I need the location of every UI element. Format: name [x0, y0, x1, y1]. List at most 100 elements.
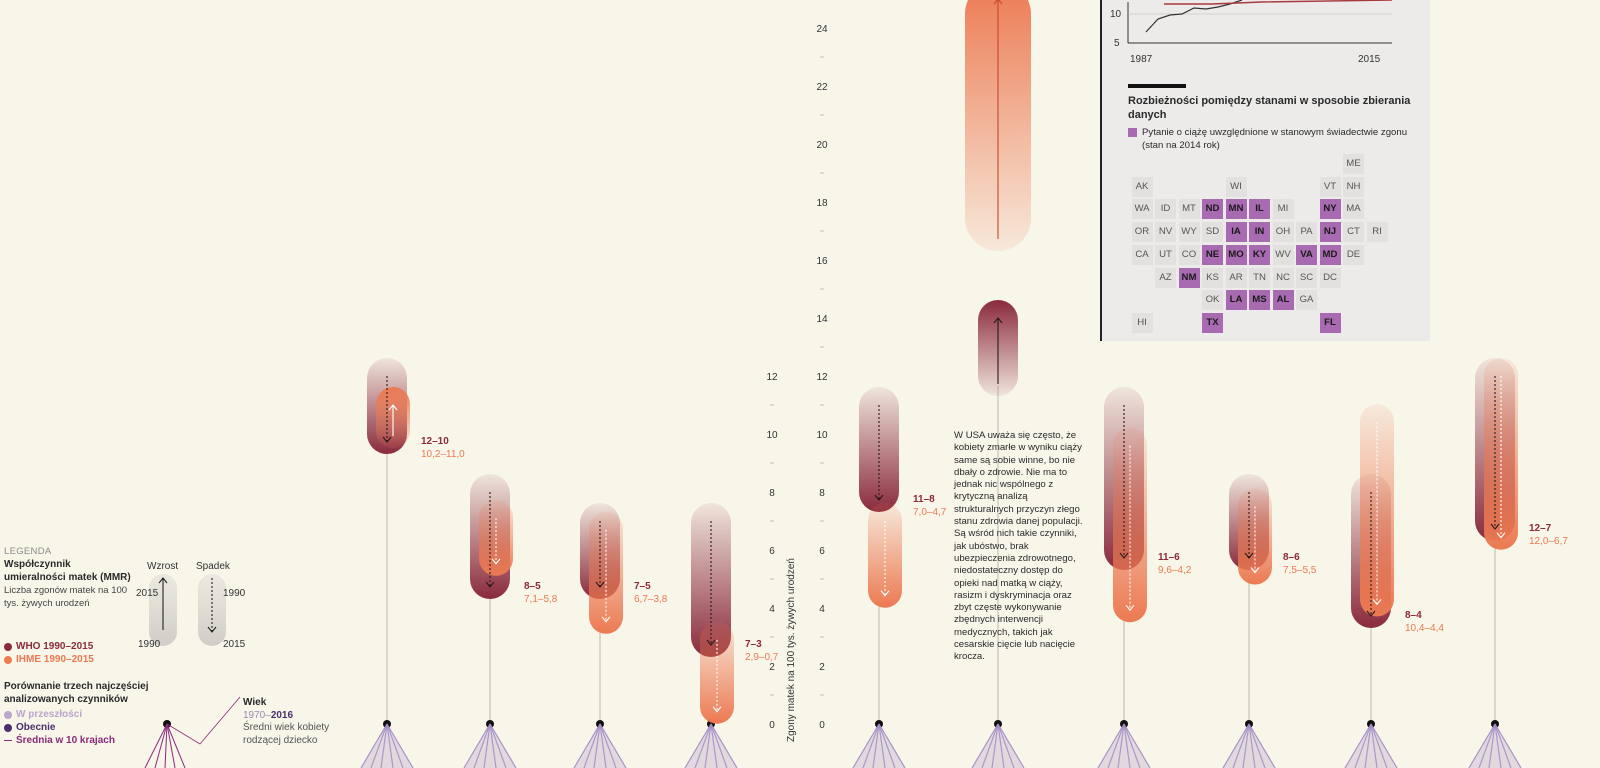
fan-line	[360, 723, 388, 768]
fan-line	[1494, 723, 1522, 768]
age-desc: Średni wiek kobiety rodzącej dziecko	[243, 722, 330, 746]
age-note: Wiek 1970–2016 Średni wiek kobiety rodzą…	[243, 697, 333, 747]
y-tick-small: 8	[769, 488, 775, 499]
state-tile-ms: MS	[1249, 290, 1270, 311]
state-tile-sd: SD	[1202, 222, 1223, 243]
arrow-head	[880, 590, 890, 597]
comparison-past: W przeszłości	[4, 708, 174, 721]
y-tick-large: 8	[819, 488, 825, 499]
arrow-head	[993, 317, 1003, 324]
fan-area	[685, 724, 737, 768]
y-tick-small: 6	[769, 546, 775, 557]
factor-fan	[1468, 723, 1522, 768]
arrow-head	[382, 436, 392, 443]
ihme-value-label: 7,1–5,8	[524, 594, 558, 605]
who-value-label: 7–5	[634, 581, 651, 592]
y-tick-small: 10	[766, 430, 778, 441]
state-tile-ga: GA	[1296, 290, 1317, 311]
y-tick-large: 0	[819, 720, 825, 731]
state-tile-nm: NM	[1178, 267, 1200, 288]
legend-up-bottom-year: 1990	[138, 639, 161, 650]
y-tick-large: 20	[816, 140, 828, 151]
fan-line	[997, 723, 1015, 768]
fan-line	[862, 723, 880, 768]
inset-title: Rozbieżności pomiędzy stanami w sposobie…	[1128, 95, 1411, 121]
fan-line	[489, 723, 497, 768]
fan-line	[997, 723, 1005, 768]
state-tile-nh: NH	[1343, 176, 1364, 197]
legend-fan-line	[164, 723, 168, 768]
fan-line	[704, 723, 712, 768]
fan-line	[1123, 723, 1141, 768]
state-tile-mn: MN	[1225, 199, 1247, 220]
arrow-head	[874, 494, 884, 501]
state-tile-co: CO	[1178, 244, 1200, 265]
factor-fan	[684, 723, 738, 768]
arrow-head	[158, 577, 168, 584]
fan-line	[878, 723, 886, 768]
legend-decrease-arrow	[207, 578, 217, 633]
fan-area	[361, 724, 413, 768]
fan-line	[380, 723, 388, 768]
state-tile-wi: WI	[1225, 176, 1247, 197]
age-title: Wiek	[243, 697, 267, 708]
ihme-value-label: 2,9–0,7	[745, 652, 779, 663]
ihme-swatch	[4, 655, 12, 664]
ihme-bar	[868, 503, 902, 608]
factor-fan	[852, 723, 906, 768]
legend-subtitle: Liczba zgonów matek na 100 tys. żywych u…	[4, 585, 128, 609]
fan-line	[878, 723, 896, 768]
fan-line	[1494, 723, 1512, 768]
who-arrow	[382, 376, 392, 443]
y-tick-large: 6	[819, 546, 825, 557]
fan-line	[593, 723, 601, 768]
state-tile-ak: AK	[1131, 176, 1153, 197]
fan-line	[573, 723, 601, 768]
state-tile-ne: NE	[1202, 244, 1223, 265]
fan-line	[710, 723, 728, 768]
fan-line	[1354, 723, 1372, 768]
legend-down-bottom-year: 2015	[223, 639, 246, 650]
fan-line	[971, 723, 999, 768]
state-tile-hi: HI	[1131, 312, 1153, 333]
legend-fan-line	[166, 723, 186, 768]
fan-line	[852, 723, 880, 768]
state-tile-ct: CT	[1343, 222, 1364, 243]
fan-line	[872, 723, 880, 768]
fan-line	[1117, 723, 1125, 768]
state-tile-ri: RI	[1366, 222, 1388, 243]
ihme-arrow	[1125, 445, 1135, 612]
y-tick-small: 12	[766, 372, 778, 383]
country-marks: 8–6 7,5–5,5	[1229, 474, 1317, 728]
arrow-head	[1250, 567, 1260, 574]
comparison-present-label: Obecnie	[16, 722, 56, 733]
comparison-legend: Porównanie trzech najczęściej analizowan…	[4, 680, 174, 747]
arrow-head	[1244, 552, 1254, 559]
fan-area	[972, 724, 1024, 768]
y-tick-large: 2	[819, 662, 825, 673]
state-tile-sc: SC	[1296, 267, 1317, 288]
state-tile-de: DE	[1343, 244, 1364, 265]
state-tile-ks: KS	[1202, 267, 1223, 288]
fan-line	[997, 723, 1025, 768]
who-arrow	[874, 405, 884, 501]
legend-up-top-year: 2015	[136, 588, 159, 599]
y-axis-label: Zgony matek na 100 tys. żywych urodzeń	[786, 558, 797, 742]
fan-line	[1123, 723, 1131, 768]
who-arrow	[1244, 492, 1254, 559]
ihme-bar	[589, 511, 623, 634]
y-tick-large: 4	[819, 604, 825, 615]
arrow-head	[1372, 599, 1382, 606]
inset-title-bar	[1128, 84, 1186, 88]
fan-area	[1469, 724, 1521, 768]
y-tick-large: 18	[816, 198, 828, 209]
who-swatch	[4, 642, 12, 651]
y-tick-small: 4	[769, 604, 775, 615]
country-marks: 12–10 10,2–11,0	[367, 358, 465, 728]
fan-line	[386, 723, 404, 768]
inset-xtick-start: 1987	[1130, 54, 1153, 65]
fan-line	[599, 723, 627, 768]
ihme-bar	[1113, 427, 1147, 623]
